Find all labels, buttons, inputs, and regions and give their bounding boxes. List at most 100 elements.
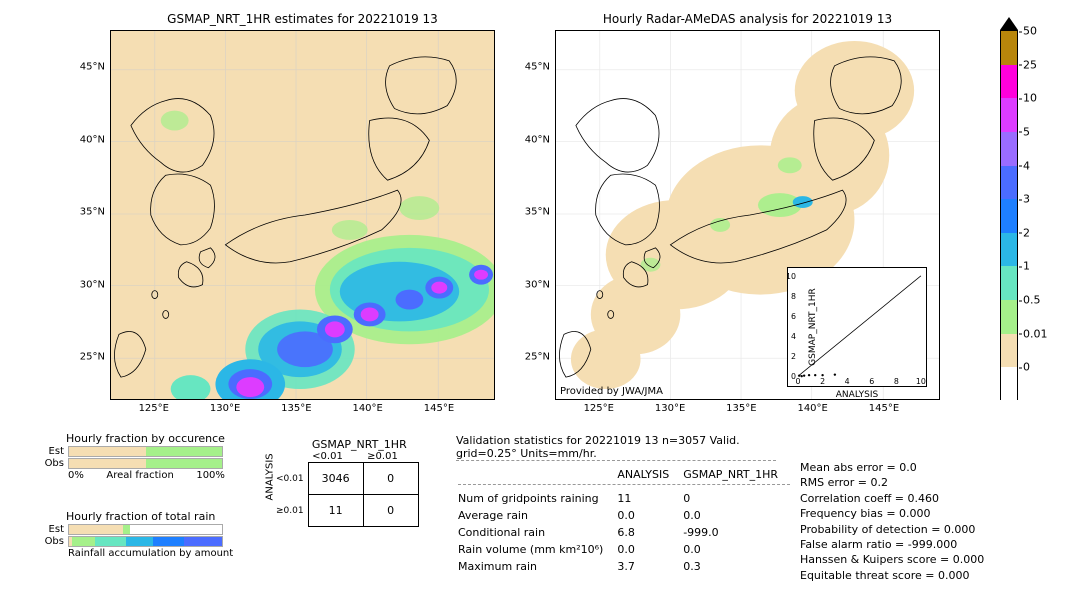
scatter-inset: 0246810 0246810 ANALYSIS GSMAP_NRT_1HR xyxy=(787,267,927,387)
contingency-title: GSMAP_NRT_1HR xyxy=(300,438,419,451)
svg-text:2: 2 xyxy=(820,377,825,386)
svg-text:6: 6 xyxy=(791,312,796,321)
validation-title: Validation statistics for 20221019 13 n=… xyxy=(456,434,776,460)
hbar-label: Est xyxy=(38,524,68,535)
colorbar-segment xyxy=(1001,98,1017,132)
colorbar-segment xyxy=(1001,367,1017,401)
val-row-b: 0.0 xyxy=(683,542,790,557)
hbar-track xyxy=(68,536,223,547)
totalrain-title: Hourly fraction of total rain xyxy=(66,510,233,523)
ct-cell-10: 11 xyxy=(308,495,363,527)
hbar-segment xyxy=(146,447,222,456)
val-row-label: Conditional rain xyxy=(458,525,615,540)
figure-root: GSMAP_NRT_1HR estimates for 20221019 13 xyxy=(0,0,1080,612)
colorbar-tick: 50 xyxy=(1023,25,1037,38)
metric-item: Equitable threat score = 0.000 xyxy=(800,568,984,583)
svg-text:10: 10 xyxy=(788,272,796,281)
hbar-segment xyxy=(153,537,184,546)
colorbar-overflow-cap xyxy=(999,16,1019,30)
metric-item: RMS error = 0.2 xyxy=(800,475,984,490)
svg-text:0: 0 xyxy=(795,377,800,386)
ytick: 35°N xyxy=(525,207,556,218)
val-row-a: 11 xyxy=(617,491,681,506)
attribution-text: Provided by JWA/JMA xyxy=(560,386,663,397)
ct-row1: ≥0.01 xyxy=(276,506,304,516)
colorbar-segment xyxy=(1001,233,1017,267)
colorbar-tick: 0.01 xyxy=(1023,327,1048,340)
colorbar-segment xyxy=(1001,199,1017,233)
hbar-segment xyxy=(69,525,123,534)
svg-text:10: 10 xyxy=(916,377,926,386)
val-row-a: 3.7 xyxy=(617,559,681,574)
hbar-track xyxy=(68,524,223,535)
colorbar-tick: 2 xyxy=(1023,226,1030,239)
validation-row: Conditional rain6.8-999.0 xyxy=(458,525,790,540)
hbar-row: Est xyxy=(38,524,233,535)
ct-cell-11: 0 xyxy=(363,495,418,527)
xtick: 125°E xyxy=(584,399,614,414)
colorbar-tick: 0 xyxy=(1023,361,1030,374)
ct-col0: <0.01 xyxy=(300,451,355,462)
hbar-segment xyxy=(184,537,222,546)
hbar-label: Est xyxy=(38,446,68,457)
xtick: 145°E xyxy=(869,399,899,414)
right-map-panel: 0246810 0246810 ANALYSIS GSMAP_NRT_1HR P… xyxy=(555,30,940,400)
val-row-a: 0.0 xyxy=(617,508,681,523)
colorbar-segment xyxy=(1001,300,1017,334)
occ-x1: 100% xyxy=(196,470,225,481)
val-row-label: Maximum rain xyxy=(458,559,615,574)
colorbar-segment xyxy=(1001,132,1017,166)
right-map-title: Hourly Radar-AMeDAS analysis for 2022101… xyxy=(555,12,940,26)
ytick: 30°N xyxy=(525,279,556,290)
svg-text:4: 4 xyxy=(791,332,796,341)
colorbar-tick: 25 xyxy=(1023,58,1037,71)
xtick: 130°E xyxy=(655,399,685,414)
occ-caption: Areal fraction xyxy=(106,470,173,481)
left-map-svg xyxy=(111,31,494,399)
ct-row0: <0.01 xyxy=(276,474,304,484)
contingency-table: GSMAP_NRT_1HR <0.01 ≥0.01 ANALYSIS <0.01… xyxy=(264,438,419,527)
val-row-a: 6.8 xyxy=(617,525,681,540)
metric-item: False alarm ratio = -999.000 xyxy=(800,537,984,552)
hbar-segment xyxy=(126,537,154,546)
val-row-b: 0.3 xyxy=(683,559,790,574)
colorbar-tick: 0.5 xyxy=(1023,294,1041,307)
validation-row: Num of gridpoints raining110 xyxy=(458,491,790,506)
svg-text:6: 6 xyxy=(869,377,874,386)
totalrain-bars: Hourly fraction of total rain EstObs Rai… xyxy=(38,510,233,559)
hbar-row: Est xyxy=(38,446,225,457)
colorbar-segment xyxy=(1001,31,1017,65)
xtick: 140°E xyxy=(352,399,382,414)
svg-text:4: 4 xyxy=(845,377,850,386)
colorbar-segment xyxy=(1001,166,1017,200)
left-map-title: GSMAP_NRT_1HR estimates for 20221019 13 xyxy=(110,12,495,26)
colorbar-tick: 3 xyxy=(1023,193,1030,206)
validation-stats: Validation statistics for 20221019 13 n=… xyxy=(456,434,776,576)
hbar-segment xyxy=(95,537,126,546)
ytick: 25°N xyxy=(525,352,556,363)
hbar-segment xyxy=(69,459,146,468)
xtick: 140°E xyxy=(797,399,827,414)
colorbar-tick: 1 xyxy=(1023,260,1030,273)
colorbar-tick: 4 xyxy=(1023,159,1030,172)
ct-cell-00: 3046 xyxy=(308,463,363,495)
ytick: 45°N xyxy=(80,62,111,73)
xtick: 145°E xyxy=(424,399,454,414)
ytick: 40°N xyxy=(525,134,556,145)
metric-item: Correlation coeff = 0.460 xyxy=(800,491,984,506)
ct-cell-01: 0 xyxy=(363,463,418,495)
colorbar-tick: 10 xyxy=(1023,92,1037,105)
val-row-b: -999.0 xyxy=(683,525,790,540)
metrics-list: Mean abs error = 0.0RMS error = 0.2Corre… xyxy=(800,460,984,583)
left-map-panel: 25°N30°N35°N40°N45°N125°E130°E135°E140°E… xyxy=(110,30,495,400)
val-colB: GSMAP_NRT_1HR xyxy=(683,467,790,482)
colorbar-segment xyxy=(1001,266,1017,300)
colorbar-segment xyxy=(1001,65,1017,99)
xtick: 135°E xyxy=(726,399,756,414)
hbar-segment xyxy=(146,459,222,468)
hbar-segment xyxy=(72,537,95,546)
ct-row-axis: ANALYSIS xyxy=(265,489,276,501)
ytick: 40°N xyxy=(80,134,111,145)
hbar-track xyxy=(68,458,223,469)
svg-text:2: 2 xyxy=(791,352,796,361)
